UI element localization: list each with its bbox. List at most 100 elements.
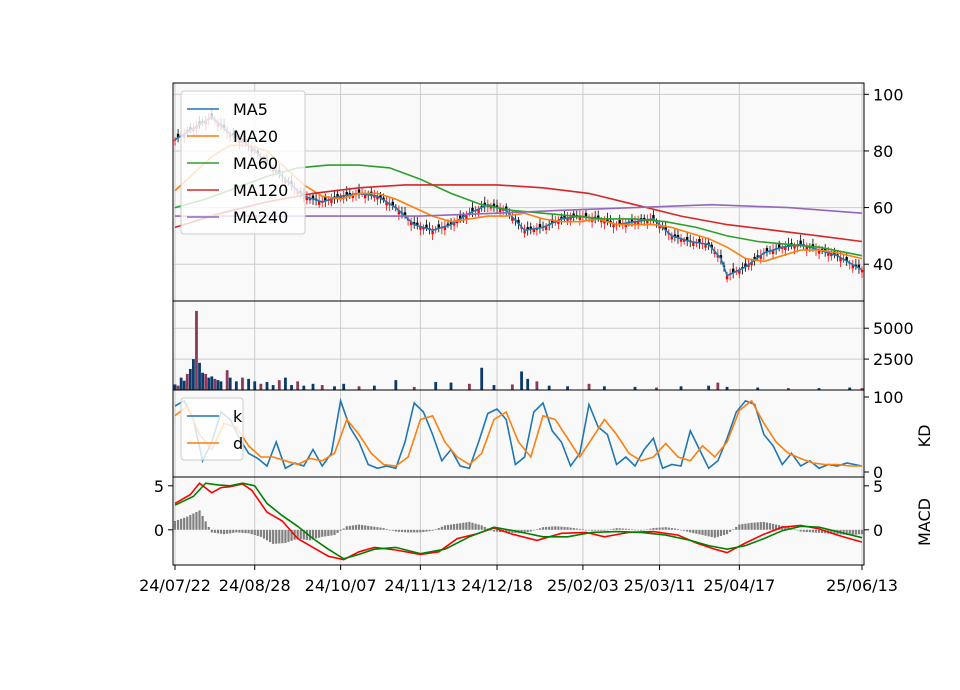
volume-bar (357, 386, 361, 390)
price-ytick-label: 40 (873, 255, 893, 274)
candle-body (385, 201, 388, 206)
macd-ytick-label: 5 (873, 477, 883, 496)
macd-histogram-bar (643, 529, 646, 531)
macd-histogram-bar (431, 529, 434, 531)
macd-ytick-label: 0 (873, 521, 883, 540)
macd-histogram-bar (201, 515, 204, 530)
volume-bar (756, 387, 760, 390)
macd-histogram-bar (403, 529, 407, 533)
candle-body (753, 256, 756, 260)
macd-histogram-bar (830, 529, 833, 534)
macd-histogram-bar (410, 529, 413, 533)
macd-histogram-bar (204, 521, 207, 530)
candle-body (529, 226, 532, 230)
macd-histogram-bar (290, 529, 293, 541)
macd-histogram-bar (750, 522, 753, 530)
candle-body (397, 210, 401, 215)
macd-histogram-bar (735, 526, 738, 530)
volume-bar (277, 380, 281, 390)
macd-histogram-bar (661, 527, 664, 530)
volume-bar (201, 372, 205, 390)
candle-body (646, 219, 649, 224)
macd-histogram-bar (311, 529, 315, 540)
volume-bar (265, 381, 269, 390)
macd-histogram-bar (272, 529, 275, 544)
price-legend-label: MA20 (233, 127, 278, 146)
candle-body (830, 253, 833, 257)
volume-ytick-label: 2500 (873, 350, 914, 369)
price-ytick-label: 80 (873, 142, 893, 161)
macd-histogram-bar (719, 529, 723, 536)
macd-histogram-bar (505, 529, 508, 533)
macd-histogram-bar (701, 529, 704, 536)
candle-body (707, 242, 710, 245)
macd-histogram-bar (710, 529, 713, 538)
macd-histogram-bar (566, 527, 569, 530)
macd-histogram-bar (689, 529, 692, 533)
macd-histogram-bar (281, 529, 284, 544)
kd-ytick-label: 100 (873, 388, 904, 407)
candle-body (330, 199, 333, 203)
candle-body (609, 220, 612, 223)
volume-bar (520, 371, 523, 390)
macd-histogram-bar (370, 526, 373, 530)
volume-bar (311, 383, 315, 390)
macd-histogram-bar (180, 518, 183, 530)
macd-histogram-bar (811, 529, 815, 533)
macd-histogram-bar (842, 529, 845, 535)
macd-histogram-bar (738, 524, 741, 530)
macd-histogram-bar (250, 529, 253, 535)
volume-bar (195, 310, 198, 390)
candle-body (606, 218, 609, 222)
volume-panel: 2500 5000 (172, 300, 914, 391)
volume-bar (296, 381, 300, 390)
candle-body (652, 215, 655, 219)
candle-body (673, 234, 677, 237)
macd-histogram-bar (548, 526, 551, 530)
macd-histogram-bar (563, 526, 566, 530)
candle-body (793, 245, 796, 249)
macd-histogram-bar (434, 529, 437, 530)
macd-histogram-bar (808, 529, 811, 533)
macd-histogram-bar (609, 529, 612, 530)
macd-histogram-bar (594, 529, 597, 531)
candle-body (431, 230, 434, 235)
candle-body (578, 216, 582, 220)
candle-body (419, 226, 422, 230)
volume-ytick-label: 5000 (873, 319, 914, 338)
macd-histogram-bar (692, 529, 695, 534)
macd-histogram-bar (529, 529, 532, 532)
macd-histogram-bar (637, 529, 640, 531)
macd-histogram-bar (649, 528, 652, 530)
macd-histogram-bar (216, 529, 220, 534)
macd-histogram-bar (775, 524, 778, 530)
candle-body (495, 205, 499, 208)
macd-histogram-bar (538, 528, 542, 530)
candle-body (857, 264, 861, 269)
candle-body (455, 220, 459, 224)
candle-body (731, 268, 735, 273)
price-ytick-label: 60 (873, 199, 893, 218)
macd-histogram-bar (449, 524, 453, 530)
volume-bar (271, 385, 275, 390)
macd-histogram-bar (265, 529, 269, 541)
volume-bar (372, 385, 376, 390)
candle-body (676, 234, 680, 238)
macd-histogram-bar (670, 528, 673, 530)
macd-histogram-bar (600, 529, 603, 531)
macd-histogram-bar (333, 529, 336, 536)
macd-histogram-bar (597, 529, 600, 531)
macd-histogram-bar (624, 528, 627, 530)
volume-bar (526, 378, 530, 390)
candle-body (498, 208, 502, 213)
candle-body (845, 257, 848, 262)
macd-histogram-bar (440, 526, 443, 530)
volume-bar (253, 381, 257, 390)
candle-body (719, 255, 723, 259)
candle-body (391, 201, 394, 206)
candle-body (765, 248, 769, 252)
macd-histogram-bar (465, 522, 468, 530)
volume-bar (213, 378, 217, 390)
candle-body (597, 215, 600, 219)
macd-histogram-bar (354, 524, 358, 530)
